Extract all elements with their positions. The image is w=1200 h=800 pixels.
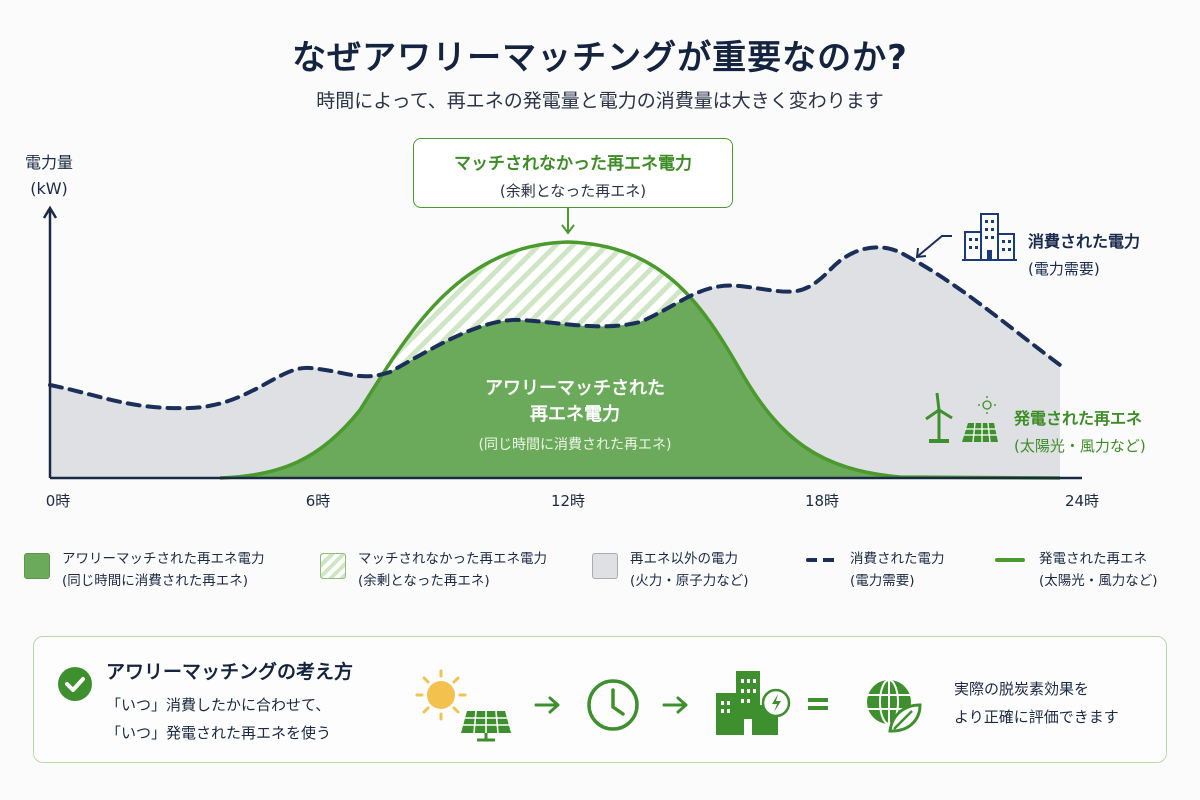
check-circle-icon [58, 667, 92, 701]
legend-item-non-renewable: 再エネ以外の電力 (火力・原子力など) [592, 548, 749, 592]
demand-annotation: 消費された電力 (電力需要) [1028, 232, 1141, 278]
legend-item-unmatched: マッチされなかった再エネ電力 (余剰となった再エネ) [320, 548, 547, 592]
chart-legend: アワリーマッチされた再エネ電力 (同じ時間に消費された再エネ) マッチされなかった… [0, 548, 1200, 598]
concept-panel: アワリーマッチングの考え方 「いつ」消費したかに合わせて、 「いつ」発電された再… [33, 636, 1167, 763]
unmatched-callout: マッチされなかった再エネ電力 (余剰となった再エネ) [413, 138, 733, 208]
legend-swatch-hatched [320, 553, 346, 579]
generation-annotation: 発電された再エネ (太陽光・風力など) [1014, 409, 1146, 455]
area-chart [42, 205, 1082, 480]
arrow-right-icon [662, 696, 688, 714]
demand-line [48, 245, 1062, 411]
x-tick-18: 18時 [804, 492, 840, 510]
x-tick-24: 24時 [1064, 492, 1100, 510]
y-axis-arrow-icon [42, 205, 58, 219]
panel-title: アワリーマッチングの考え方 [106, 661, 354, 683]
clock-icon [587, 679, 639, 731]
panel-description: 「いつ」消費したかに合わせて、 「いつ」発電された再エネを使う [106, 696, 332, 742]
matched-area-label: アワリーマッチされた 再エネ電力 (同じ時間に消費された再エネ) [478, 378, 672, 453]
legend-swatch-gray [592, 553, 618, 579]
demand-pointer-arrow-icon [917, 235, 952, 257]
globe-leaf-icon [867, 679, 922, 733]
x-tick-12: 12時 [550, 492, 586, 510]
legend-item-demand: 消費された電力 (電力需要) [806, 548, 945, 592]
building-icon [962, 213, 1017, 261]
page-subtitle: 時間によって、再エネの発電量と電力の消費量は大きく変わります [316, 90, 884, 112]
legend-green-line-icon [995, 558, 1025, 562]
sun-small-icon [978, 396, 996, 414]
legend-dashed-line-icon [806, 558, 836, 562]
arrow-right-icon [534, 696, 560, 714]
page-title: なぜアワリーマッチングが重要なのか? [292, 38, 908, 78]
sun-solar-panel-icon [415, 669, 511, 742]
equals-icon [808, 698, 828, 710]
legend-swatch-solid-green [24, 553, 50, 579]
x-tick-6: 6時 [305, 492, 331, 510]
solar-panel-icon [962, 396, 998, 443]
panel-result-text: 実際の脱炭素効果を より正確に評価できます [954, 680, 1119, 726]
callout-arrow-icon [561, 224, 575, 235]
generation-line [219, 240, 1061, 480]
legend-item-matched: アワリーマッチされた再エネ電力 (同じ時間に消費された再エネ) [24, 548, 265, 592]
legend-item-generation: 発電された再エネ (太陽光・風力など) [995, 548, 1158, 592]
matched-renewable-area [50, 247, 1082, 478]
wind-turbine-icon [925, 392, 953, 443]
y-axis-label: 電力量 (kW) [24, 153, 73, 198]
building-power-icon [716, 671, 791, 735]
x-tick-0: 0時 [45, 492, 71, 510]
